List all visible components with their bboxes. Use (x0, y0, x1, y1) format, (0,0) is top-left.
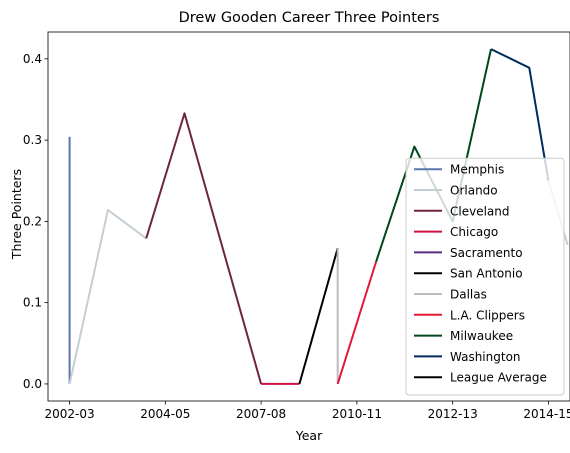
y-tick-label: 0.2 (23, 214, 42, 228)
legend-label-league-average: League Average (450, 371, 547, 385)
series-line-l-a-clippers (336, 261, 377, 385)
axes-frame (47, 31, 570, 402)
x-tick-label: 2012-13 (428, 407, 478, 421)
y-tick-label: 0.3 (23, 133, 42, 147)
legend-label-memphis: Memphis (450, 163, 504, 177)
series-line-orlando (68, 209, 147, 385)
legend-label-l-a-clippers: L.A. Clippers (450, 308, 525, 322)
legend-label-milwaukee: Milwaukee (450, 329, 513, 343)
series-line-washington (490, 48, 550, 181)
x-tick-label: 2014-15 (523, 407, 570, 421)
x-tick-label: 2004-05 (140, 407, 190, 421)
chart-title: Drew Gooden Career Three Pointers (179, 10, 440, 26)
x-tick-label: 2007-08 (236, 407, 286, 421)
legend-label-orlando: Orlando (450, 184, 498, 198)
legend-label-cleveland: Cleveland (450, 204, 510, 218)
legend: Memphis Orlando Cleveland Chicago Sacramento… (405, 157, 565, 396)
series-line-cleveland (145, 112, 263, 385)
y-tick-label: 0.4 (23, 52, 42, 66)
series-line-san-antonio (298, 247, 339, 385)
y-tick-label: 0.0 (23, 377, 42, 391)
x-tick-label: 2010-11 (332, 407, 382, 421)
y-tick-label: 0.1 (23, 296, 42, 310)
x-tick-label: 2002-03 (44, 407, 94, 421)
y-axis-label: Three Pointers (9, 169, 24, 260)
legend-box (405, 157, 565, 396)
legend-label-dallas: Dallas (450, 288, 487, 302)
legend-label-chicago: Chicago (450, 225, 498, 239)
legend-label-san-antonio: San Antonio (450, 267, 523, 281)
legend-label-washington: Washington (450, 350, 521, 364)
legend-label-sacramento: Sacramento (450, 246, 523, 260)
x-axis-label: Year (295, 428, 323, 443)
